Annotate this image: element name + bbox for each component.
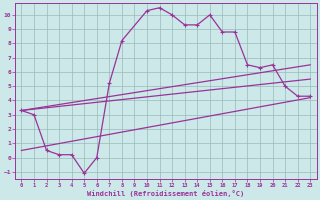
X-axis label: Windchill (Refroidissement éolien,°C): Windchill (Refroidissement éolien,°C) <box>87 190 244 197</box>
